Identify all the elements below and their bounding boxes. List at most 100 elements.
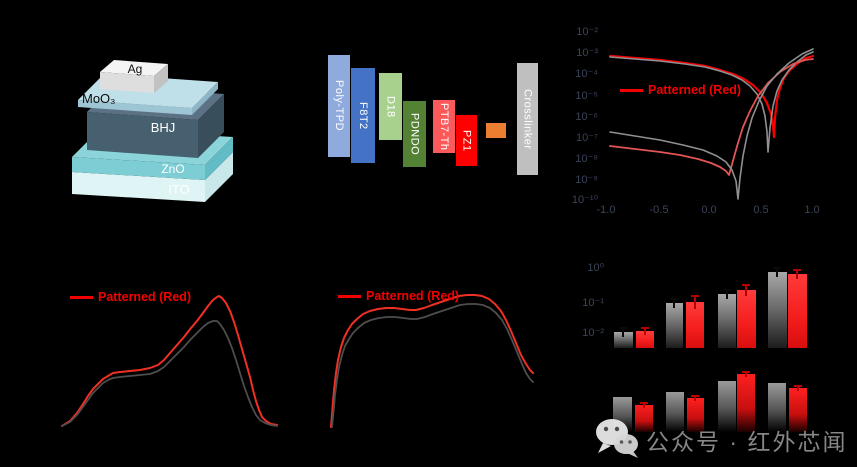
- error-bar-cap: [742, 371, 750, 373]
- energy-level-panel: Poly-TPD F8T2 D18 PDNDO PTB7-Th PZ1 Crosslinke…: [300, 30, 570, 220]
- response-legend: Patterned (Red): [338, 289, 459, 303]
- error-bar: [726, 289, 728, 299]
- error-bar: [622, 327, 624, 337]
- axis-tick-label: 10⁻⁷: [575, 132, 598, 144]
- axis-tick-label: 10⁻⁵: [575, 90, 598, 102]
- ito-side-face: [205, 152, 233, 202]
- ag-front-face: [100, 72, 154, 93]
- legend-line-swatch: [620, 88, 643, 92]
- eqe-spectrum-panel: [30, 245, 290, 467]
- axis-tick-label: 1.0: [804, 204, 820, 216]
- dark-current-control: [609, 48, 814, 200]
- bhj-side-face: [198, 94, 224, 158]
- axis-tick-label: -0.5: [649, 204, 669, 216]
- energy-bar-pdndo: PDNDO: [403, 101, 426, 167]
- photocurrent-control: [609, 51, 814, 153]
- error-bar: [644, 327, 646, 335]
- eqe-control: [61, 320, 278, 427]
- ito-front-face: [72, 172, 205, 202]
- error-bar: [796, 269, 798, 279]
- axis-tick-label: 10⁻²: [576, 26, 598, 38]
- legend-line-swatch: [338, 294, 361, 298]
- ag-top-face: [100, 60, 168, 76]
- moo3-label: MoO₃: [82, 91, 115, 106]
- bar: [635, 405, 653, 432]
- energy-bar-f8t2: F8T2: [351, 68, 375, 163]
- energy-bar-d18: D18: [379, 73, 402, 140]
- response-patterned: [330, 294, 534, 428]
- error-bar-cap: [641, 327, 649, 329]
- zno-front-face: [72, 157, 205, 180]
- moo3-side-face: [192, 82, 218, 115]
- error-bar: [797, 385, 799, 391]
- energy-bar-pz1: PZ1: [456, 115, 477, 166]
- legend-label: Patterned (Red): [648, 83, 742, 97]
- energy-bar-poly-tpd: Poly-TPD: [328, 55, 350, 157]
- response-control: [331, 303, 534, 428]
- legend-line-swatch: [70, 295, 93, 299]
- error-bar-cap: [723, 289, 731, 291]
- bar: [789, 388, 807, 432]
- bar: [768, 272, 787, 348]
- eqe-legend: Patterned (Red): [70, 290, 192, 304]
- eqe-curves: [61, 295, 278, 427]
- bar: [788, 274, 807, 348]
- axis-tick-label: 10⁻¹: [582, 297, 604, 309]
- error-bar: [643, 402, 645, 408]
- axis-tick-label: 10⁻⁸: [575, 153, 598, 165]
- error-bar: [776, 267, 778, 277]
- eqe-patterned: [61, 295, 278, 427]
- bar: [666, 303, 683, 348]
- axis-tick-label: -1.0: [596, 204, 616, 216]
- bar-chart-top-panel: [585, 255, 857, 348]
- energy-bar-crosslinker: Crosslinker: [517, 63, 538, 175]
- error-bar: [673, 298, 675, 308]
- energy-bar-label: PDNDO: [408, 112, 421, 156]
- error-bar-cap: [742, 284, 750, 286]
- bhj-label: BHJ: [151, 120, 176, 135]
- zno-side-face: [205, 137, 233, 180]
- watermark-text: 公众号 · 红外芯闻: [646, 429, 848, 455]
- error-bar-cap: [691, 395, 699, 397]
- axis-tick-label: 10⁻¹⁰: [571, 194, 598, 206]
- bar: [718, 294, 736, 348]
- error-bar: [694, 395, 696, 401]
- jv-curve-panel: [565, 0, 857, 230]
- ag-label: Ag: [128, 62, 143, 76]
- bar: [614, 332, 633, 348]
- wechat-icon: [596, 419, 638, 458]
- error-bar-cap: [773, 267, 781, 269]
- bar: [718, 381, 736, 432]
- energy-bar-label: F8T2: [357, 101, 369, 130]
- energy-bar-label: PZ1: [460, 129, 473, 152]
- error-bar: [745, 371, 747, 377]
- energy-bar-label: Crosslinker: [521, 88, 534, 150]
- response-spectrum-panel: [295, 245, 585, 467]
- axis-tick-label: 10⁻⁴: [575, 68, 598, 80]
- axis-tick-label: 0.0: [701, 204, 717, 216]
- error-bar-cap: [793, 269, 801, 271]
- bar: [737, 290, 756, 348]
- error-bar-cap: [640, 402, 648, 404]
- axis-tick-label: 10⁻⁹: [575, 174, 598, 186]
- jv-curves: [608, 48, 815, 200]
- error-bar: [694, 295, 696, 309]
- error-bar-cap: [691, 295, 699, 297]
- device-stack-drawing: Ag MoO₃ BHJ ZnO ITO: [72, 60, 233, 202]
- bar: [666, 392, 684, 432]
- axis-tick-label: 10⁰: [587, 262, 604, 274]
- bhj-front-face: [87, 112, 198, 158]
- legend-label: Patterned (Red): [98, 290, 192, 304]
- bar: [686, 302, 704, 348]
- error-bar-cap: [619, 327, 627, 329]
- bar: [687, 398, 704, 432]
- error-bar-cap: [670, 298, 678, 300]
- energy-bar-label: Poly-TPD: [333, 80, 345, 132]
- response-curves: [330, 294, 534, 428]
- bar: [768, 383, 786, 432]
- ag-side-face: [154, 64, 168, 93]
- dark-current-patterned: [609, 58, 814, 176]
- bar-chart-bottom-panel: [585, 370, 857, 432]
- energy-bar-label: D18: [384, 95, 397, 118]
